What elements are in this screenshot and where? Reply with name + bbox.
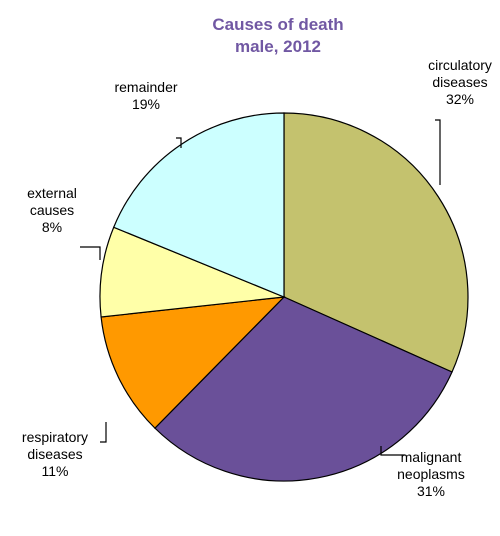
slice-labels: circulatory diseases 32%malignant neoplasms… xyxy=(22,57,492,499)
slice-label-remainder: remainder 19% xyxy=(114,79,177,112)
pie-slice-external-causes xyxy=(99,226,285,318)
slice-name-label: respiratory xyxy=(22,429,88,445)
slice-label-circulatory-diseases: circulatory diseases 32% xyxy=(428,57,492,107)
slice-percent-label: 19% xyxy=(132,96,160,112)
leader-lines xyxy=(80,119,441,456)
chart-title-line: male, 2012 xyxy=(235,37,321,56)
slice-label-external-causes: external causes 8% xyxy=(27,185,77,235)
pie-slice-respiratory-diseases xyxy=(100,296,286,429)
slice-name-label: diseases xyxy=(27,446,82,462)
slice-label-malignant-neoplasms: malignant neoplasms 31% xyxy=(397,449,465,499)
slice-percent-label: 32% xyxy=(446,91,474,107)
leader-line-respiratory-diseases xyxy=(100,422,107,443)
slice-percent-label: 31% xyxy=(417,483,445,499)
pie-slice-malignant-neoplasms xyxy=(154,296,453,482)
slice-label-respiratory-diseases: respiratory diseases 11% xyxy=(22,429,88,479)
slice-percent-label: 8% xyxy=(42,219,62,235)
slice-name-label: diseases xyxy=(432,74,487,90)
pie-slice-circulatory-diseases xyxy=(283,112,469,373)
leader-line-circulatory-diseases xyxy=(435,119,441,185)
chart-title: Causes of death male, 2012 xyxy=(212,15,343,56)
pie-slices xyxy=(99,112,469,482)
chart-title-line: Causes of death xyxy=(212,15,343,34)
slice-name-label: neoplasms xyxy=(397,466,465,482)
slice-name-label: causes xyxy=(30,202,74,218)
leader-line-malignant-neoplasms xyxy=(380,446,405,456)
slice-name-label: remainder xyxy=(114,79,177,95)
slice-percent-label: 11% xyxy=(42,463,69,479)
slice-name-label: external xyxy=(27,185,77,201)
slice-name-label: malignant xyxy=(401,449,462,465)
leader-line-remainder xyxy=(176,137,182,148)
leader-line-external-causes xyxy=(80,246,101,260)
slice-name-label: circulatory xyxy=(428,57,492,73)
